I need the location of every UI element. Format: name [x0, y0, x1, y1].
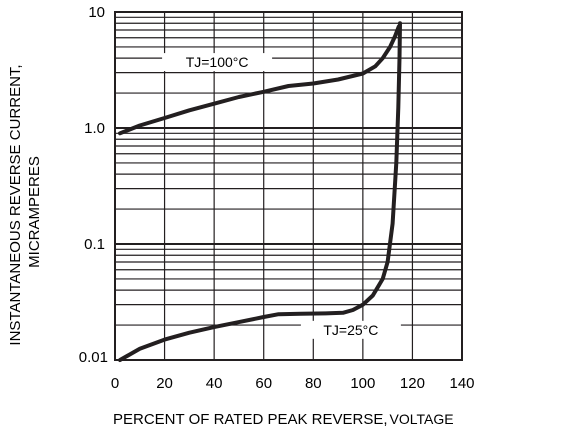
curves: [118, 21, 402, 362]
x-tick-label: 140: [449, 375, 474, 392]
y-tick-label: 0.1: [84, 236, 105, 253]
x-tick-label: 100: [350, 375, 375, 392]
x-axis-title-part-1: PERCENT OF RATED PEAK REVERSE,: [113, 411, 388, 428]
annotation-background: [300, 320, 401, 339]
x-tick-label: 20: [156, 375, 173, 392]
grid: [114, 11, 463, 361]
curve-annotations: TJ=100°C TJ=25°C: [162, 53, 401, 339]
series-annotation: TJ=100°C: [186, 54, 249, 70]
x-axis-title: PERCENT OF RATED PEAK REVERSE, VOLTAGE: [113, 411, 454, 428]
x-tick-label: 40: [206, 375, 223, 392]
tick-labels: 0 20 40 60 80 100 120 140 0.01 0.1 1.0 10: [79, 4, 475, 392]
x-axis-title-part-2: VOLTAGE: [390, 411, 454, 427]
plot-frame: [114, 11, 463, 361]
y-tick-label: 10: [88, 4, 105, 21]
y-axis-title-line-2: MICRAMPERES: [26, 156, 43, 268]
annotation-background: [162, 53, 273, 72]
y-tick-label: 1.0: [84, 120, 105, 137]
series-line-1: [118, 24, 401, 136]
y-tick-label: 0.01: [79, 349, 108, 366]
series-annotation: TJ=25°C: [323, 322, 378, 338]
x-tick-label: 120: [400, 375, 425, 392]
x-tick-label: 80: [305, 375, 322, 392]
series-line-2: [118, 21, 402, 362]
y-axis-title-line-1: INSTANTANEOUS REVERSE CURRENT,: [7, 64, 24, 345]
x-tick-label: 60: [255, 375, 272, 392]
x-tick-label: 0: [111, 375, 119, 392]
